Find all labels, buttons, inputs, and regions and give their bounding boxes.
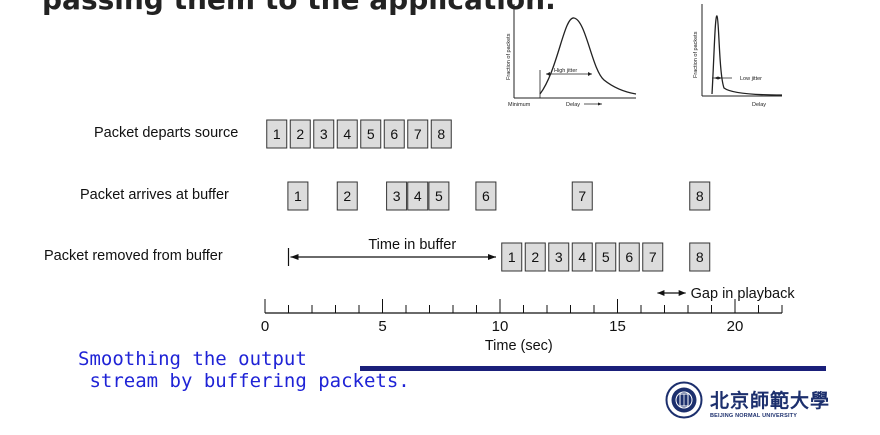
packet-number-removed-5: 5: [602, 249, 610, 265]
packet-number-arrive-1: 1: [294, 188, 302, 204]
gap-in-playback-label: Gap in playback: [691, 286, 796, 302]
caption-line2: stream by buffering packets.: [78, 370, 410, 392]
packet-number-depart-6: 6: [390, 126, 398, 142]
caption-line1: Smoothing the output: [78, 348, 307, 370]
packet-box-removed-1: [501, 242, 523, 272]
packet-number-arrive-4: 4: [414, 188, 422, 204]
inset-high-jitter: High jitter Fraction of packets Delay Mi…: [506, 4, 637, 108]
packet-number-removed-4: 4: [578, 249, 586, 265]
tick-label-0: 0: [261, 318, 269, 335]
gap-arrowhead-right: [678, 290, 686, 296]
time-in-buffer-label: Time in buffer: [368, 237, 456, 253]
time-in-buffer-arrowhead-left: [290, 254, 299, 260]
packet-number-removed-3: 3: [555, 249, 563, 265]
packet-number-removed-1: 1: [508, 249, 516, 265]
packet-box-depart-1: [266, 119, 288, 149]
packet-box-removed-3: [548, 242, 570, 272]
tick-label-10: 10: [492, 318, 509, 335]
packet-box-arrive-3: [386, 181, 408, 211]
packet-box-depart-7: [407, 119, 429, 149]
caption: Smoothing the output stream by buffering…: [78, 348, 410, 392]
packet-number-depart-3: 3: [320, 126, 328, 142]
slide-title-partial: passing them to the application.: [42, 0, 556, 16]
packet-number-removed-6: 6: [625, 249, 633, 265]
university-name-en: BEIJING NORMAL UNIVERSITY: [710, 413, 798, 419]
packet-number-arrive-6: 6: [482, 188, 490, 204]
packet-box-arrive-7: [571, 181, 593, 211]
packet-number-arrive-8: 8: [696, 188, 704, 204]
packet-box-removed-7: [642, 242, 664, 272]
packet-box-depart-6: [383, 119, 405, 149]
packet-number-arrive-7: 7: [578, 188, 586, 204]
row-label-depart: Packet departs source: [94, 125, 239, 141]
packet-box-depart-3: [313, 119, 335, 149]
packet-box-depart-4: [336, 119, 358, 149]
packet-number-removed-7: 7: [649, 249, 657, 265]
packet-box-removed-2: [524, 242, 546, 272]
packet-box-depart-5: [360, 119, 382, 149]
packet-number-depart-2: 2: [296, 126, 304, 142]
packet-box-arrive-6: [475, 181, 497, 211]
inset1-xlabel: Delay: [566, 102, 580, 108]
packet-number-depart-4: 4: [343, 126, 351, 142]
packet-box-depart-2: [289, 119, 311, 149]
inset1-annotation: High jitter: [554, 68, 577, 74]
inset1-xstart: Minimum: [508, 102, 531, 108]
gap-arrowhead-left: [657, 290, 665, 296]
packet-box-removed-8: [689, 242, 711, 272]
packet-box-removed-6: [618, 242, 640, 272]
inset2-annotation: Low jitter: [740, 76, 762, 82]
packet-box-arrive-2: [336, 181, 358, 211]
inset1-ylabel: Fraction of packets: [506, 33, 512, 80]
packet-number-depart-8: 8: [437, 126, 445, 142]
packet-box-arrive-8: [689, 181, 711, 211]
university-logo: 北京師範大學 BEIJING NORMAL UNIVERSITY: [710, 386, 830, 419]
packet-number-removed-8: 8: [696, 249, 704, 265]
packet-number-arrive-5: 5: [435, 188, 443, 204]
tick-label-5: 5: [378, 318, 386, 335]
packet-number-depart-5: 5: [367, 126, 375, 142]
packet-box-arrive-5: [428, 181, 450, 211]
inset-low-jitter: Low jitter Fraction of packets Delay: [693, 4, 783, 108]
tick-label-15: 15: [609, 318, 626, 335]
inset2-ylabel: Fraction of packets: [693, 31, 699, 78]
university-name-cn: 北京師範大學: [710, 390, 831, 412]
packet-box-depart-8: [430, 119, 452, 149]
packet-box-arrive-1: [287, 181, 309, 211]
row-label-removed: Packet removed from buffer: [44, 248, 223, 264]
caption-underline-bar: [360, 366, 826, 371]
packet-number-arrive-2: 2: [343, 188, 351, 204]
packet-number-depart-1: 1: [273, 126, 281, 142]
university-seal-icon: [665, 381, 703, 419]
packet-number-depart-7: 7: [414, 126, 422, 142]
row-label-arrive: Packet arrives at buffer: [80, 187, 229, 203]
packet-box-arrive-4: [407, 181, 429, 211]
inset2-xlabel: Delay: [752, 102, 766, 108]
packet-number-removed-2: 2: [531, 249, 539, 265]
packet-box-removed-5: [595, 242, 617, 272]
packet-box-removed-4: [571, 242, 593, 272]
tick-label-20: 20: [727, 318, 744, 335]
time-in-buffer-arrowhead-right: [488, 254, 496, 260]
packet-number-arrive-3: 3: [393, 188, 401, 204]
time-axis-label: Time (sec): [485, 338, 553, 354]
